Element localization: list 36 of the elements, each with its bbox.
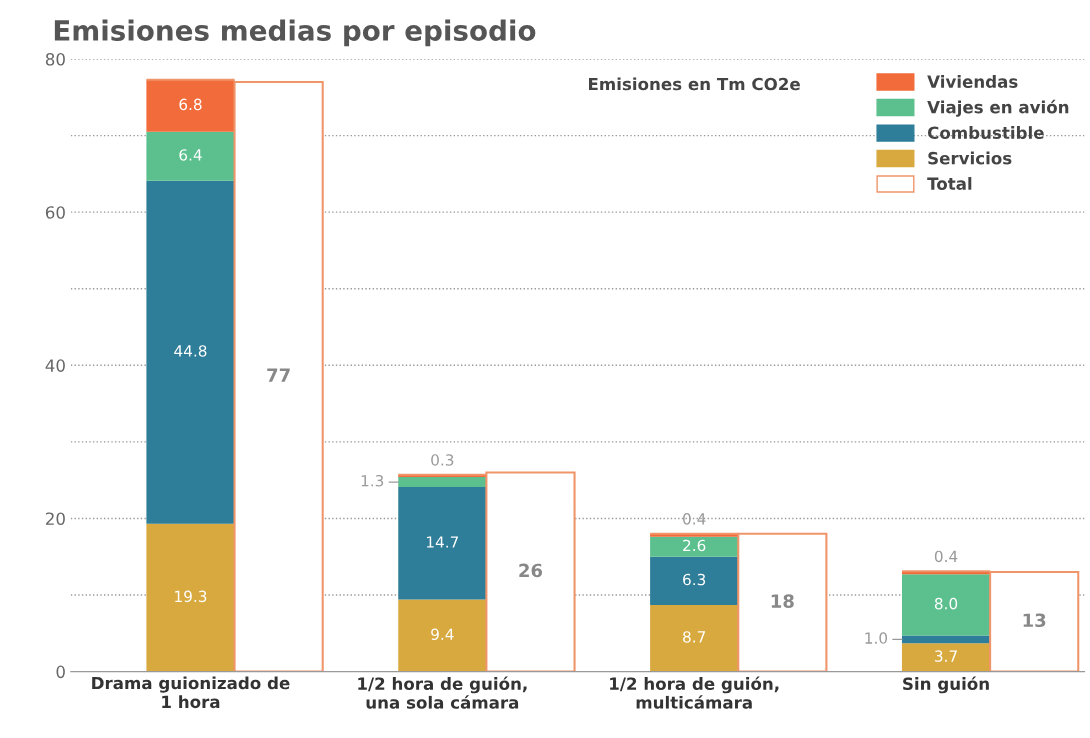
x-tick-label: Sin guión bbox=[903, 676, 989, 694]
data-label: 0.3 bbox=[431, 454, 454, 466]
data-label: 8.0 bbox=[934, 597, 958, 610]
data-label: 1.0 bbox=[865, 632, 888, 644]
data-label: 1.3 bbox=[361, 474, 384, 487]
data-label: 14.7 bbox=[427, 536, 459, 548]
y-tick-label: 40 bbox=[45, 359, 65, 372]
data-label: 6.4 bbox=[179, 149, 202, 161]
y-tick-label: 20 bbox=[46, 512, 65, 526]
data-label: 8.7 bbox=[683, 631, 706, 643]
data-label: 13 bbox=[1023, 613, 1046, 628]
data-label: 9.4 bbox=[431, 628, 454, 641]
x-tick-label: 1/2 hora de guión, una sola cámara bbox=[358, 676, 527, 709]
data-label: 26 bbox=[519, 563, 543, 578]
y-tick-label: 80 bbox=[45, 53, 65, 66]
data-label: 3.7 bbox=[935, 650, 957, 662]
x-tick-label: 1/2 hora de guión, multicámara bbox=[610, 676, 779, 709]
legend-label: Combustible bbox=[927, 126, 1044, 140]
data-label: 0.4 bbox=[934, 550, 958, 563]
legend-label: Viajes en avión bbox=[927, 99, 1069, 117]
data-label: 0.4 bbox=[683, 513, 706, 525]
y-tick-label: 0 bbox=[56, 665, 65, 679]
data-label: 6.3 bbox=[683, 573, 706, 586]
data-label: 44.8 bbox=[174, 345, 207, 357]
y-tick-label: 60 bbox=[45, 206, 65, 219]
data-label: 18 bbox=[771, 594, 794, 608]
data-label: 6.8 bbox=[179, 98, 202, 111]
legend-title: Emisiones en Tm CO2e bbox=[588, 77, 800, 91]
chart-title: Emisiones medias por episodio bbox=[54, 19, 536, 47]
data-label: 77 bbox=[267, 368, 290, 382]
data-label: 2.6 bbox=[683, 539, 706, 552]
legend-label: Viviendas bbox=[927, 75, 1018, 88]
data-label: 19.3 bbox=[175, 590, 207, 603]
legend-label: Total bbox=[927, 177, 972, 190]
legend-label: Servicios bbox=[928, 151, 1012, 165]
x-tick-label: Drama guionizado de 1 hora bbox=[92, 676, 290, 709]
